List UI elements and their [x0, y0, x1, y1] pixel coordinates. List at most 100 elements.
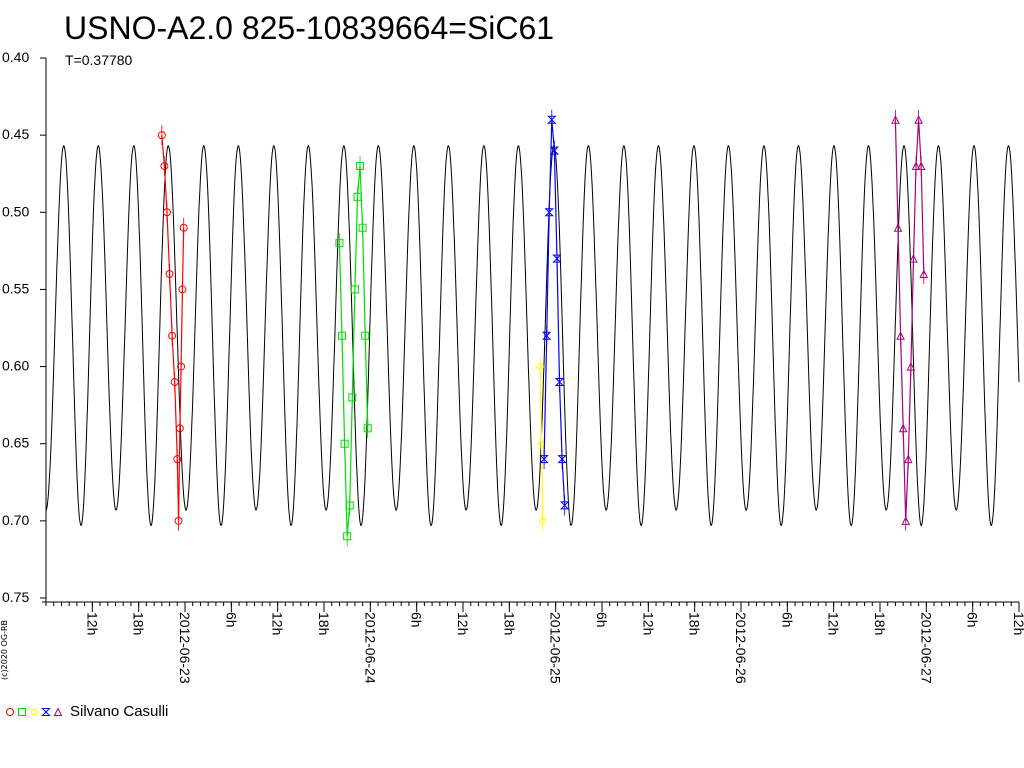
- x-tick-label: 12h: [270, 612, 286, 635]
- x-tick-label: 2012-06-23: [177, 612, 193, 684]
- data-point: [536, 362, 545, 371]
- data-point: [539, 455, 549, 464]
- period-label: T=0.37780: [65, 52, 133, 68]
- model-curve-line: [45, 144, 1020, 527]
- data-point: [168, 331, 177, 340]
- data-point: [343, 532, 352, 541]
- data-point: [358, 223, 367, 232]
- x-tick-label: 6h: [223, 612, 239, 628]
- data-point: [353, 192, 362, 201]
- data-point: [160, 162, 169, 170]
- data-point: [549, 146, 560, 155]
- data-point: [537, 439, 546, 448]
- x-tick-label: 12h: [1011, 612, 1024, 635]
- x-tick-label: 18h: [687, 612, 703, 635]
- series-line: [894, 119, 925, 521]
- legend: Silvano Casulli: [4, 703, 168, 720]
- data-point: [162, 208, 171, 217]
- data-point: [901, 516, 911, 525]
- x-tick-label: 6h: [409, 612, 425, 628]
- x-tick-label: 6h: [594, 612, 610, 628]
- data-point: [361, 331, 370, 340]
- data-point: [157, 131, 166, 140]
- data-point: [896, 331, 905, 340]
- x-tick-label: 12h: [84, 612, 100, 635]
- data-point: [175, 424, 184, 433]
- x-tick-label: 18h: [316, 612, 332, 635]
- x-tick-label: 2012-06-24: [362, 612, 378, 684]
- data-point: [173, 455, 182, 464]
- series-1: [157, 125, 188, 531]
- data-point: [552, 254, 562, 263]
- legend-observer: Silvano Casulli: [70, 703, 169, 720]
- data-point: [363, 424, 372, 433]
- data-point: [538, 516, 548, 526]
- data-point: [335, 239, 344, 248]
- x-tick-label: 6h: [965, 612, 981, 628]
- data-point: [919, 269, 929, 278]
- data-point: [559, 501, 570, 510]
- x-tick-label: 2012-06-27: [918, 612, 934, 684]
- x-axis-ticks: 12h 18h 2012-06-23 6h 12h 18h 2012-06-24 6h 12h 1…: [45, 602, 1024, 684]
- data-point: [338, 331, 347, 340]
- legend-marker-square: [18, 707, 26, 716]
- y-tick-label: 0.40: [2, 49, 29, 65]
- series-line: [338, 165, 369, 537]
- data-point: [916, 161, 926, 170]
- x-tick-label: 18h: [501, 612, 517, 635]
- x-tick-label: 6h: [779, 612, 795, 628]
- data-point: [350, 285, 359, 294]
- model-curve: [45, 144, 1020, 527]
- chart-title: USNO-A2.0 825-10839664=SiC61: [64, 10, 555, 46]
- y-tick-label: 0.45: [2, 126, 29, 142]
- y-tick-label: 0.60: [2, 358, 29, 374]
- data-point: [911, 161, 921, 170]
- legend-marker-circle: [6, 707, 14, 716]
- data-point: [165, 270, 174, 278]
- x-tick-label: 18h: [872, 612, 888, 635]
- data-point: [909, 253, 918, 263]
- data-point: [178, 285, 187, 294]
- x-tick-label: 12h: [455, 612, 471, 635]
- y-tick-label: 0.75: [2, 589, 29, 605]
- data-point: [906, 361, 916, 371]
- data-point: [898, 423, 908, 433]
- data-point: [345, 501, 354, 510]
- data-point: [914, 115, 923, 124]
- data-point: [891, 115, 900, 124]
- data-point: [541, 331, 552, 340]
- series-5: [891, 109, 929, 531]
- data-point: [557, 455, 567, 464]
- y-tick-label: 0.50: [2, 203, 29, 219]
- x-tick-label: 2012-06-25: [548, 612, 564, 684]
- series-3: [536, 356, 548, 531]
- data-point: [893, 223, 903, 232]
- x-tick-label: 2012-06-26: [733, 612, 749, 684]
- legend-marker-diamond: [29, 707, 39, 716]
- x-tick-label: 12h: [826, 612, 842, 635]
- y-tick-label: 0.70: [2, 512, 29, 528]
- light-curve-chart: 0.40 0.45 0.50 0.55 0.60 0.65 0.70 0.75 12h 18h 2…: [2, 49, 1024, 684]
- data-point: [170, 378, 179, 386]
- legend-marker-triangle: [53, 706, 63, 716]
- observation-series: [157, 109, 929, 547]
- data-point: [356, 162, 365, 170]
- data-point: [179, 223, 188, 232]
- legend-markers: [6, 706, 63, 716]
- series-line: [161, 135, 185, 521]
- data-point: [544, 208, 554, 217]
- y-tick-label: 0.55: [2, 280, 29, 296]
- series-2: [335, 156, 372, 547]
- data-point: [547, 115, 557, 124]
- data-point: [348, 393, 357, 402]
- data-point: [174, 516, 183, 525]
- data-point: [177, 362, 186, 371]
- y-tick-label: 0.65: [2, 435, 29, 451]
- axes: [42, 58, 1019, 603]
- y-axis-ticks: 0.40 0.45 0.50 0.55 0.60 0.65 0.70 0.75: [2, 49, 46, 605]
- x-tick-label: 12h: [640, 612, 656, 635]
- legend-marker-bowtie: [41, 707, 51, 716]
- data-point: [554, 378, 565, 386]
- series-4: [539, 109, 570, 516]
- data-point: [904, 454, 913, 464]
